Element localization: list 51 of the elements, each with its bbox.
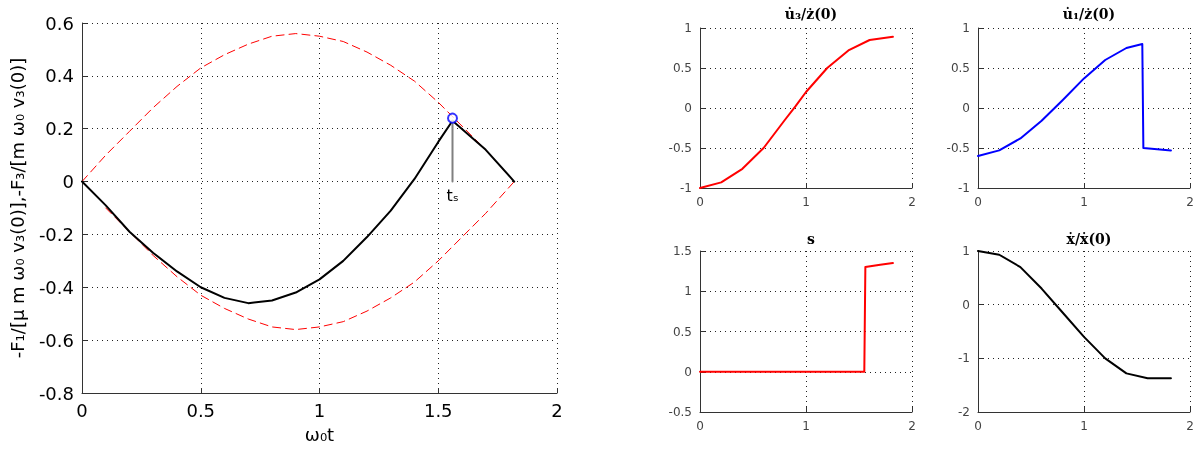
y-tick-label: 1.5	[672, 244, 692, 258]
y-tick-label: 1	[962, 21, 970, 35]
y-tick-label: -0.8	[38, 382, 74, 404]
y-tick-label: -1	[680, 181, 692, 195]
x-tick-label: 0	[696, 419, 704, 433]
x-tick-label: 1	[1080, 195, 1088, 209]
y-tick-label: 0	[962, 101, 970, 115]
y-tick-label: 1	[962, 244, 970, 258]
y-tick-label: -1	[958, 181, 970, 195]
x-tick-label: 0	[974, 419, 982, 433]
x-tick-label: 1.5	[423, 399, 453, 421]
x-tick-label: 2	[908, 419, 916, 433]
chart-title: u̇₁/ż(0)	[1062, 6, 1116, 22]
y-tick-label: 0.4	[45, 65, 74, 87]
x-axis-title: ω₀t	[304, 423, 335, 445]
y-tick-label: -0.5	[668, 405, 692, 419]
y-tick-label: 1	[684, 21, 692, 35]
y-tick-label: -0.4	[38, 276, 74, 298]
y-tick-label: -0.2	[38, 223, 74, 245]
chart-title: s	[807, 231, 816, 247]
x-tick-label: 0	[974, 195, 982, 209]
y-tick-label: 0.5	[950, 61, 970, 75]
x-tick-label: 1	[1080, 419, 1088, 433]
annotation: tₛ	[446, 186, 459, 206]
chart-title: u̇₃/ż(0)	[784, 6, 838, 22]
x-tick-label: 2	[551, 399, 563, 421]
x-tick-label: 2	[1186, 419, 1194, 433]
y-tick-label: 0	[684, 101, 692, 115]
y-tick-label: 0.5	[672, 61, 692, 75]
x-tick-label: 1	[802, 195, 810, 209]
y-tick-label: 1	[684, 284, 692, 299]
chart-title: ẋ/ẋ(0)	[1066, 231, 1112, 247]
y-tick-label: 0	[684, 364, 692, 379]
y-tick-label: 0.6	[45, 12, 74, 34]
x-tick-label: 0	[76, 399, 88, 421]
x-tick-label: 0	[696, 195, 704, 209]
x-tick-label: 2	[1186, 195, 1194, 209]
x-tick-label: 1	[802, 419, 810, 433]
y-tick-label: 0	[62, 171, 74, 193]
y-tick-label: -2	[958, 405, 970, 419]
y-tick-label: 0.5	[672, 324, 692, 339]
y-tick-label: -1	[958, 351, 970, 366]
x-tick-label: 2	[908, 195, 916, 209]
y-tick-label: -0.6	[38, 329, 74, 351]
y-tick-label: 0	[962, 297, 970, 312]
x-tick-label: 1	[313, 399, 326, 421]
y-tick-label: -0.5	[668, 141, 692, 155]
y-axis-title: -F₁/[μ m ω₀ v₃(0)],-F₃/[m ω₀ v₃(0)]	[6, 57, 28, 359]
y-tick-label: 0.2	[45, 118, 74, 140]
x-tick-label: 0.5	[186, 399, 216, 421]
y-tick-label: -0.5	[946, 141, 970, 155]
